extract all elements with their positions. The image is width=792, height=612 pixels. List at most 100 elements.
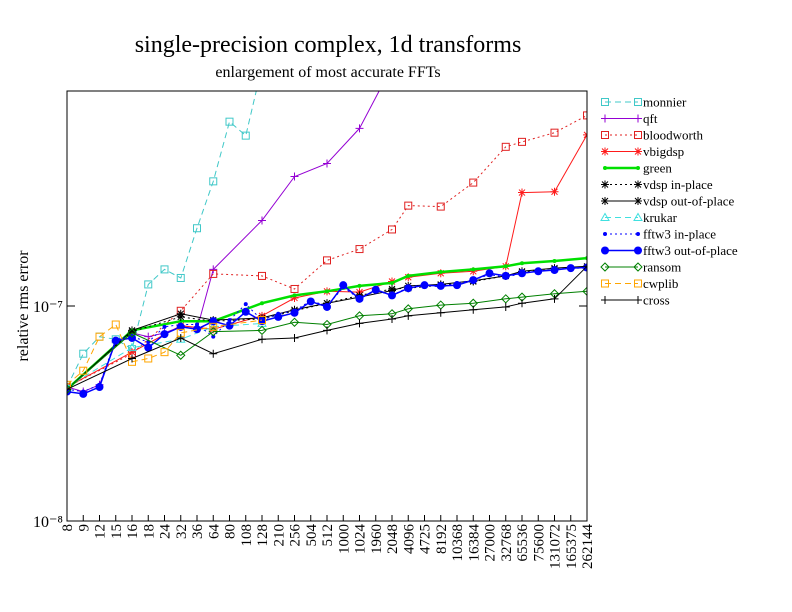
- series-line: [67, 290, 587, 390]
- marker: [469, 178, 478, 187]
- marker: [601, 131, 609, 139]
- marker: [128, 333, 136, 342]
- marker: [211, 334, 216, 339]
- legend-item: green: [603, 161, 672, 176]
- marker: [583, 262, 587, 271]
- marker: [339, 281, 348, 290]
- marker: [355, 124, 364, 133]
- marker: [600, 212, 610, 221]
- x-tick-label: 32: [174, 524, 190, 539]
- marker: [518, 137, 526, 146]
- marker: [144, 354, 153, 363]
- marker: [453, 281, 461, 290]
- x-tick-label: 108: [239, 524, 255, 547]
- marker: [290, 284, 299, 293]
- marker: [582, 286, 587, 297]
- x-tick-label: 15: [109, 524, 125, 539]
- marker: [550, 294, 559, 303]
- marker: [323, 159, 331, 168]
- marker: [404, 311, 413, 320]
- marker: [355, 294, 364, 303]
- x-tick-label: 262144: [580, 524, 596, 570]
- marker: [144, 332, 153, 341]
- marker: [258, 216, 266, 225]
- marker: [225, 321, 234, 330]
- marker: [67, 385, 71, 394]
- marker: [209, 349, 218, 358]
- legend-label: qft: [643, 111, 658, 126]
- x-tick-label: 131072: [548, 524, 564, 569]
- marker: [67, 380, 71, 389]
- marker: [404, 284, 413, 293]
- marker: [67, 381, 72, 391]
- marker: [357, 283, 362, 288]
- marker: [95, 332, 104, 341]
- marker: [176, 333, 185, 342]
- x-tick-label: 8: [60, 524, 76, 532]
- marker: [243, 302, 248, 307]
- marker: [601, 279, 609, 288]
- marker: [128, 326, 136, 335]
- marker: [144, 280, 153, 289]
- marker: [355, 319, 364, 328]
- marker: [436, 202, 445, 211]
- x-tick-label: 1024: [353, 524, 369, 555]
- marker: [290, 172, 299, 181]
- legend-label: monnier: [643, 95, 687, 110]
- marker: [520, 261, 524, 266]
- marker: [518, 299, 526, 308]
- marker: [566, 264, 575, 273]
- legend-label: fftw3 in-place: [643, 227, 716, 242]
- x-tick-label: 4725: [418, 524, 434, 554]
- marker: [603, 232, 607, 236]
- y-tick-label: 10⁻⁸: [33, 514, 63, 531]
- marker: [160, 265, 169, 274]
- x-tick-label: 75600: [531, 524, 547, 562]
- x-tick-label: 32768: [499, 524, 515, 562]
- marker: [323, 256, 331, 265]
- marker: [390, 280, 394, 285]
- legend-label: vdsp out-of-place: [643, 194, 735, 209]
- marker: [550, 266, 559, 275]
- legend-item: vbigdsp: [601, 144, 684, 159]
- marker: [162, 324, 167, 329]
- chart-title: single-precision complex, 1d transforms: [135, 32, 522, 58]
- marker: [176, 350, 186, 360]
- x-tick-label: 27000: [483, 524, 499, 562]
- legend-item: vdsp in-place: [601, 177, 713, 192]
- marker: [436, 308, 445, 317]
- marker: [436, 281, 445, 290]
- marker: [209, 317, 218, 326]
- marker: [633, 262, 643, 272]
- marker: [634, 279, 642, 288]
- marker: [471, 267, 476, 272]
- x-tick-label: 12: [93, 524, 109, 539]
- series-line: [67, 319, 263, 386]
- legend-item: qft: [601, 111, 658, 126]
- legend-label: vdsp in-place: [643, 177, 713, 192]
- marker: [534, 267, 543, 276]
- series-line: [67, 91, 257, 388]
- marker: [634, 246, 642, 255]
- legend-item: cross: [601, 293, 670, 308]
- legend-item: monnier: [601, 95, 687, 110]
- marker: [634, 296, 642, 304]
- legend-item: fftw3 out-of-place: [601, 243, 738, 258]
- marker: [111, 320, 120, 329]
- marker: [176, 273, 185, 282]
- series: [67, 316, 266, 389]
- y-axis-label: relative rms error: [15, 250, 32, 362]
- marker: [501, 294, 511, 304]
- marker: [388, 315, 396, 324]
- x-tick-label: 64: [206, 524, 222, 540]
- marker: [552, 258, 557, 263]
- marker: [241, 307, 250, 316]
- marker: [634, 114, 642, 123]
- marker: [160, 330, 169, 339]
- y-tick-label: 10⁻⁷: [33, 299, 63, 316]
- x-tick-label: 1000: [336, 524, 352, 554]
- marker: [79, 389, 88, 398]
- marker: [209, 177, 218, 186]
- marker: [79, 349, 88, 358]
